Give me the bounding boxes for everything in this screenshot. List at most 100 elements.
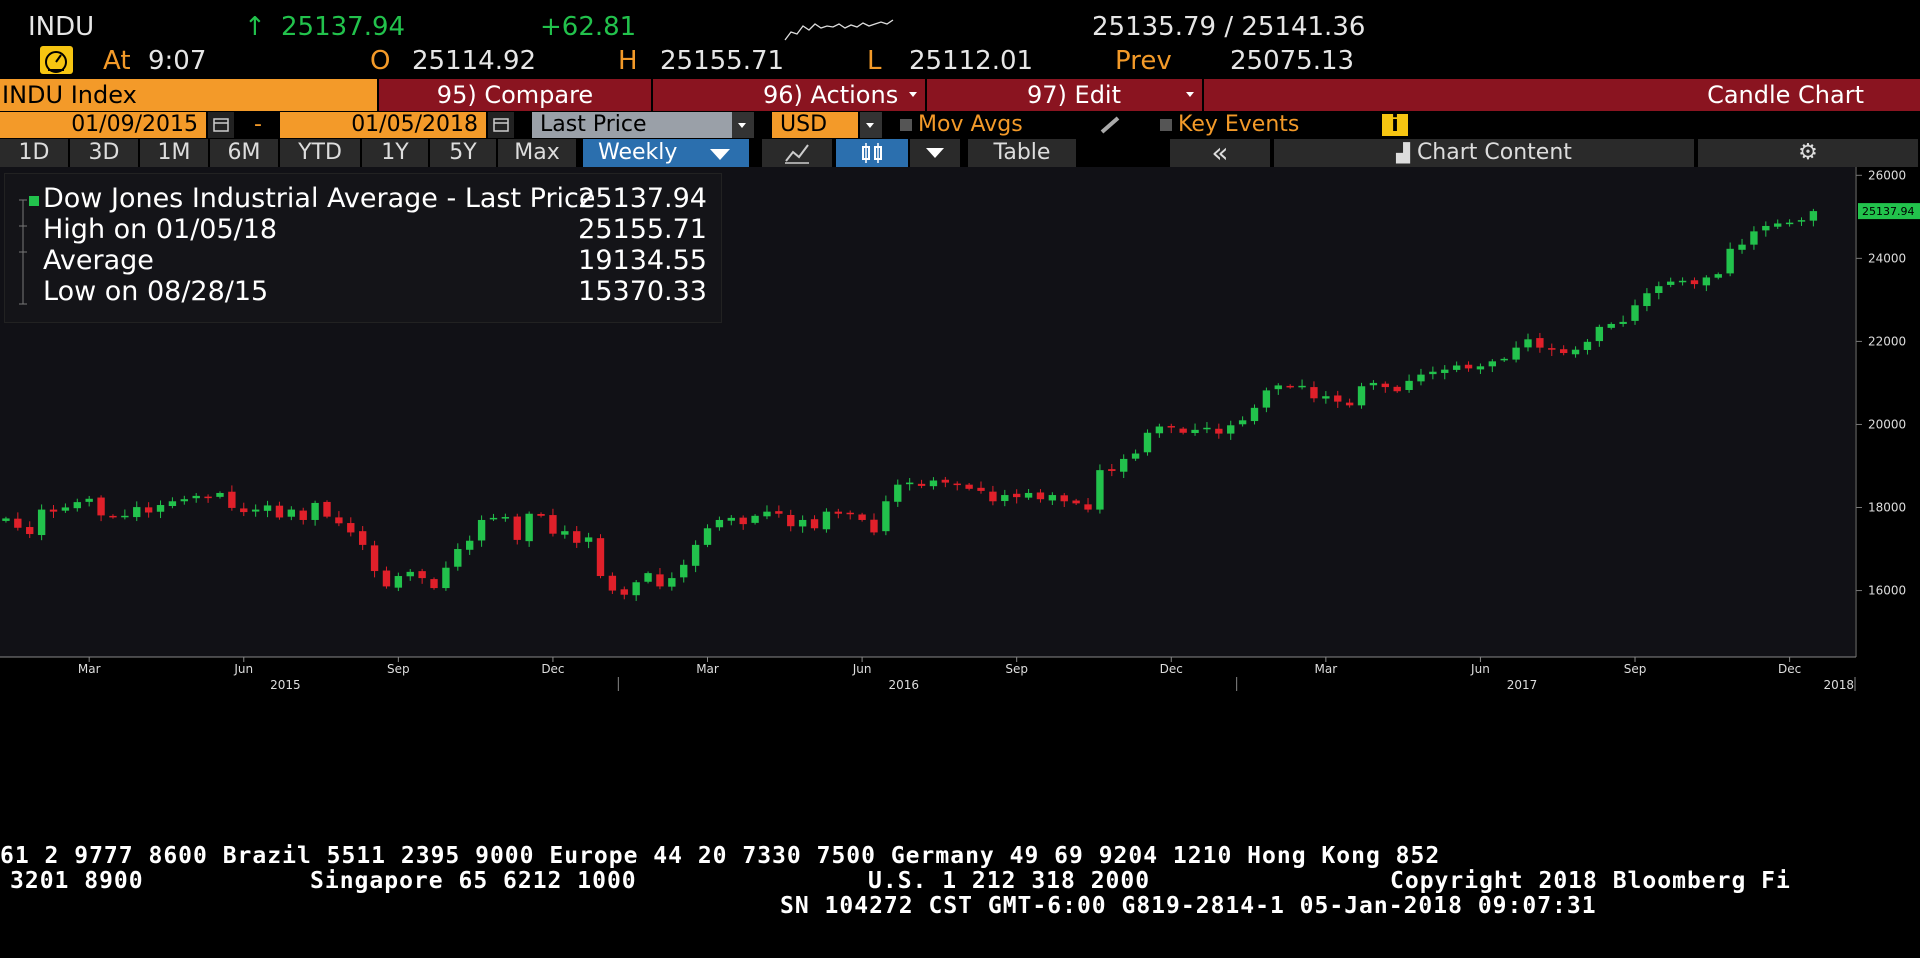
x-year-label: 2018 bbox=[1823, 678, 1854, 692]
candle-body bbox=[1036, 492, 1045, 500]
chevron-down-icon[interactable] bbox=[860, 112, 882, 138]
legend-value-low: 15370.33 bbox=[578, 276, 707, 307]
period-tab-1m[interactable]: 1M bbox=[140, 139, 210, 167]
calendar-icon[interactable] bbox=[488, 112, 514, 138]
edit-button[interactable]: 97) Edit bbox=[927, 79, 1202, 111]
chart-content-button[interactable]: ▟ Chart Content bbox=[1274, 139, 1696, 167]
period-tab-row: 1D 3D 1M 6M YTD 1Y 5Y Max Weekly Table «… bbox=[0, 139, 1920, 167]
open-value: 25114.92 bbox=[412, 46, 537, 76]
currency-select[interactable]: USD bbox=[772, 112, 858, 138]
period-tab-1y[interactable]: 1Y bbox=[362, 139, 430, 167]
candle-body bbox=[97, 497, 105, 516]
key-events-checkbox[interactable] bbox=[1160, 119, 1172, 131]
candle-body bbox=[537, 513, 545, 516]
candle-body bbox=[965, 484, 973, 489]
candle-body bbox=[656, 574, 664, 587]
candle-body bbox=[573, 531, 581, 543]
candle-body bbox=[870, 519, 878, 533]
candle-body bbox=[691, 544, 700, 566]
candle-body bbox=[894, 484, 902, 502]
compare-button[interactable]: 95) Compare bbox=[379, 79, 651, 111]
legend-value-last: 25137.94 bbox=[578, 183, 707, 214]
candle-body bbox=[513, 516, 521, 540]
period-tab-3d[interactable]: 3D bbox=[70, 139, 140, 167]
frequency-select[interactable]: Weekly bbox=[583, 139, 751, 167]
candle-body bbox=[1619, 321, 1627, 324]
candle-body bbox=[418, 571, 426, 579]
line-chart-icon[interactable] bbox=[762, 139, 834, 167]
candle-body bbox=[1131, 453, 1140, 459]
candle-body bbox=[323, 501, 331, 517]
x-month-label: Dec bbox=[541, 662, 564, 676]
chart-style-dropdown[interactable] bbox=[910, 139, 962, 167]
gear-icon[interactable]: ⚙ bbox=[1698, 139, 1920, 167]
candle-body bbox=[14, 518, 22, 528]
bid-ask: 25135.79 / 25141.36 bbox=[1092, 12, 1366, 42]
candle-body bbox=[37, 509, 46, 536]
end-date-field[interactable]: 01/05/2018 bbox=[280, 112, 486, 138]
candle-body bbox=[608, 575, 617, 591]
candle-body bbox=[299, 510, 307, 520]
collapse-button[interactable]: « bbox=[1170, 139, 1272, 167]
candle-body bbox=[263, 505, 272, 511]
candle-body bbox=[121, 515, 129, 518]
candle-body bbox=[370, 545, 379, 572]
candle-body bbox=[525, 513, 533, 542]
start-date-field[interactable]: 01/09/2015 bbox=[0, 112, 206, 138]
last-price: 25137.94 bbox=[281, 12, 406, 42]
calendar-icon[interactable] bbox=[208, 112, 234, 138]
candle-body bbox=[1643, 293, 1651, 307]
candle-body bbox=[596, 538, 605, 577]
actions-button[interactable]: 96) Actions bbox=[653, 79, 925, 111]
quote-time: 9:07 bbox=[148, 46, 207, 76]
candle-body bbox=[109, 515, 117, 518]
candle-body bbox=[846, 512, 854, 515]
security-field[interactable]: INDU Index bbox=[0, 79, 377, 111]
candle-body bbox=[1215, 428, 1223, 434]
candle-body bbox=[1238, 420, 1247, 425]
period-tab-max[interactable]: Max bbox=[498, 139, 578, 167]
pencil-icon[interactable] bbox=[1096, 112, 1126, 138]
table-button[interactable]: Table bbox=[968, 139, 1078, 167]
footer-line-2d: Copyright 2018 Bloomberg Fi bbox=[1390, 868, 1791, 894]
candle-body bbox=[1405, 380, 1413, 390]
candle-body bbox=[192, 495, 200, 499]
actions-label: 96) Actions bbox=[763, 81, 899, 109]
candle-body bbox=[1322, 396, 1330, 399]
info-icon[interactable]: i bbox=[1382, 114, 1408, 136]
candle-body bbox=[1726, 248, 1734, 274]
candle-chart-icon[interactable] bbox=[836, 139, 910, 167]
candle-body bbox=[347, 523, 355, 533]
field-select[interactable]: Last Price bbox=[532, 112, 732, 138]
candle-body bbox=[834, 511, 843, 514]
period-tab-1d[interactable]: 1D bbox=[0, 139, 70, 167]
candle-body bbox=[477, 519, 486, 541]
candle-body bbox=[1048, 495, 1057, 501]
period-tab-ytd[interactable]: YTD bbox=[280, 139, 362, 167]
candle-body bbox=[1084, 504, 1092, 510]
candle-body bbox=[1512, 347, 1520, 360]
chart-type-button[interactable]: Candle Chart bbox=[1204, 79, 1920, 111]
candle-body bbox=[905, 482, 914, 485]
mov-avgs-checkbox[interactable] bbox=[900, 119, 912, 131]
candle-body bbox=[620, 589, 628, 595]
speedometer-icon[interactable] bbox=[40, 46, 73, 74]
x-month-label: Jun bbox=[1470, 662, 1490, 676]
candle-body bbox=[1559, 349, 1568, 354]
period-tab-5y[interactable]: 5Y bbox=[430, 139, 498, 167]
candle-body bbox=[144, 507, 153, 513]
sparkline bbox=[784, 19, 894, 41]
candle-body bbox=[489, 517, 498, 520]
x-month-label: Mar bbox=[78, 662, 101, 676]
candle-body bbox=[1441, 369, 1449, 373]
legend-label-average: Average bbox=[43, 245, 154, 276]
candle-body bbox=[917, 483, 926, 486]
legend-swatch bbox=[29, 196, 39, 206]
x-month-label: Jun bbox=[852, 662, 872, 676]
period-tab-6m[interactable]: 6M bbox=[210, 139, 280, 167]
x-month-label: Dec bbox=[1160, 662, 1183, 676]
candle-body bbox=[763, 511, 771, 517]
chevron-down-icon[interactable] bbox=[732, 112, 754, 138]
x-year-label: 2017 bbox=[1507, 678, 1538, 692]
candle-body bbox=[715, 519, 724, 528]
